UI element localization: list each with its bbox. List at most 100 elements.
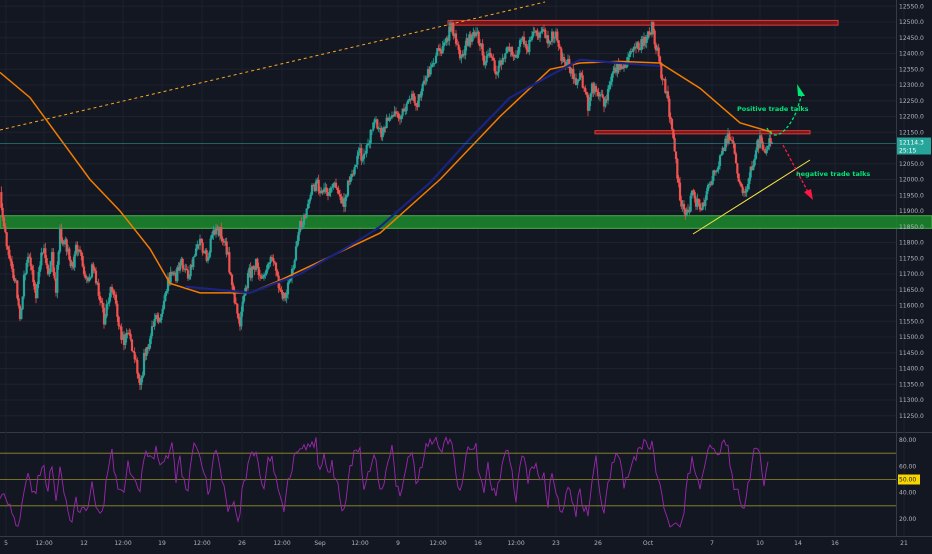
candle-body <box>209 238 212 253</box>
candle-body <box>597 92 600 97</box>
candle-body <box>416 105 419 108</box>
candle-body <box>768 138 771 146</box>
candle-body <box>633 46 636 49</box>
candle-body <box>162 300 166 309</box>
rsi-line <box>0 436 769 528</box>
candle-body <box>654 44 658 51</box>
candle-body <box>421 84 424 92</box>
candle-body <box>490 56 494 59</box>
candle-body <box>180 258 183 263</box>
candle-body <box>720 154 723 156</box>
candle-body <box>637 42 640 50</box>
candle-body <box>182 268 186 270</box>
candle-body <box>14 280 18 282</box>
candle-body <box>5 232 8 247</box>
candle-body <box>344 197 347 207</box>
candle-body <box>621 68 624 70</box>
candle-body <box>617 62 620 70</box>
candle-body <box>316 179 319 182</box>
candle-body <box>53 272 56 279</box>
candle-body <box>466 38 470 46</box>
candle-body <box>514 55 518 58</box>
candle-body <box>104 316 107 325</box>
candle-body <box>426 69 430 78</box>
candle-body <box>492 58 495 61</box>
candle-body <box>372 122 375 130</box>
candle-body <box>334 182 338 189</box>
candle-body <box>56 264 59 293</box>
x-axis-label: 9 <box>396 540 400 547</box>
candle-body <box>570 69 574 74</box>
candle-body <box>112 290 115 295</box>
candle-body <box>268 262 271 265</box>
candle-body <box>0 192 3 208</box>
candle-body <box>520 39 523 41</box>
candle-body <box>708 183 711 185</box>
candle-body <box>66 248 70 252</box>
y-axis-label: 11250.0 <box>899 413 924 420</box>
candle-body <box>397 113 400 119</box>
candle-body <box>506 46 510 48</box>
candle-body <box>474 32 478 37</box>
candle-body <box>646 31 650 39</box>
candle-body <box>41 252 44 254</box>
rising-trend-line <box>692 159 811 235</box>
candle-body <box>64 239 67 243</box>
candle-body <box>706 184 710 192</box>
x-axis-label: 21 <box>900 540 908 547</box>
candle-body <box>40 252 43 266</box>
candle-body <box>354 164 358 168</box>
x-axis-label: 5 <box>4 540 8 547</box>
candle-body <box>529 39 532 41</box>
candle-body <box>556 31 559 41</box>
candle-body <box>360 148 363 161</box>
candle-body <box>401 108 404 116</box>
candle-body <box>417 94 420 108</box>
candle-body <box>409 98 412 100</box>
candle-body <box>105 304 108 317</box>
candle-body <box>441 46 444 54</box>
candle-body <box>172 273 175 275</box>
candle-body <box>568 58 571 68</box>
candle-body <box>116 303 119 317</box>
candle-body <box>61 239 64 245</box>
candle-body <box>318 191 322 194</box>
candle-body <box>653 30 656 45</box>
candle-body <box>446 37 450 41</box>
candle-body <box>749 166 752 178</box>
candle-body <box>241 301 244 312</box>
positive-arrow-head <box>797 84 805 96</box>
candle-body <box>33 282 36 290</box>
candle-body <box>608 84 611 90</box>
candle-body <box>525 44 528 50</box>
y-axis-label: 11300.0 <box>899 397 924 404</box>
candle-body <box>217 229 220 236</box>
candle-body <box>218 227 222 236</box>
candle-body <box>322 188 326 193</box>
candle-body <box>572 69 575 80</box>
negative-arrow-head <box>804 189 813 200</box>
candle-body <box>342 198 346 207</box>
candle-body <box>229 272 232 275</box>
x-axis-label: 12:00 <box>507 540 524 547</box>
candle-body <box>510 47 514 56</box>
candle-body <box>34 289 38 299</box>
candle-body <box>518 40 522 47</box>
y-axis-label: 12050.0 <box>899 161 924 168</box>
candle-body <box>96 282 99 284</box>
candle-body <box>746 183 750 190</box>
candle-body <box>662 78 666 80</box>
candle-body <box>393 111 396 117</box>
y-axis-label: 11450.0 <box>899 350 924 357</box>
candle-body <box>128 332 131 335</box>
candle-body <box>717 165 720 170</box>
candle-body <box>374 119 378 121</box>
annotation-positive: Positive trade talks <box>737 105 809 113</box>
candle-body <box>516 54 519 58</box>
candle-body <box>193 255 196 258</box>
candle-body <box>496 72 499 75</box>
candle-body <box>302 215 306 225</box>
candle-body <box>578 73 582 80</box>
